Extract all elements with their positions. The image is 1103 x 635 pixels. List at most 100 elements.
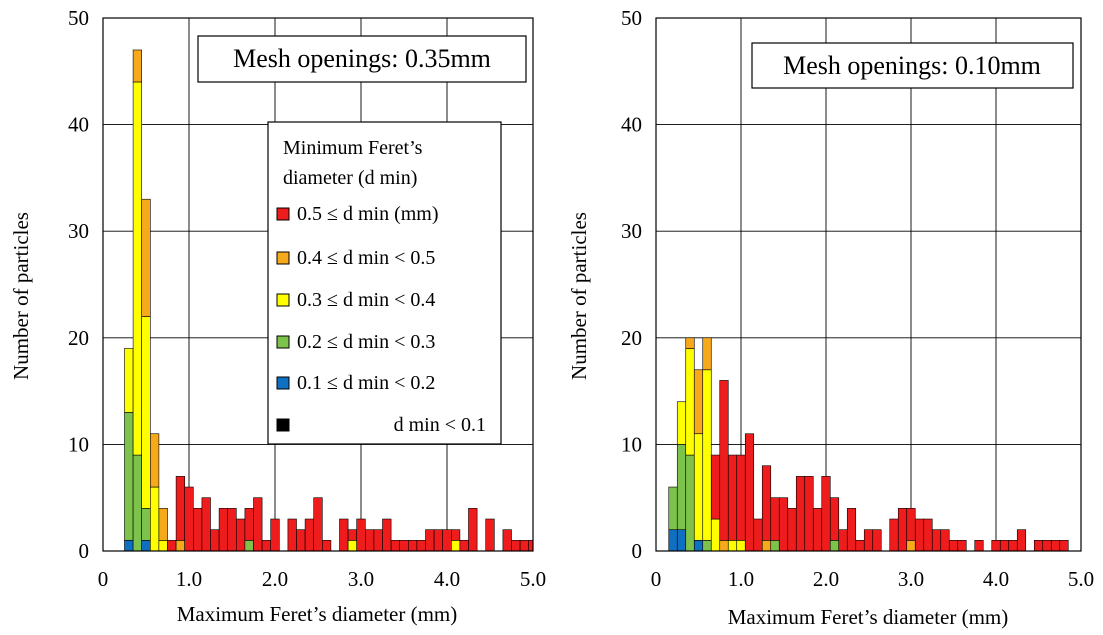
bar-segment [141, 540, 151, 552]
bar-segment [974, 540, 984, 552]
bar-segment [433, 529, 444, 552]
x-tick-label: 3.0 [898, 567, 924, 591]
bar-segment [999, 540, 1010, 552]
legend-label-d-03-04: 0.3 ≤ d min < 0.4 [297, 289, 435, 311]
x-tick-label: 2.0 [813, 567, 839, 591]
y-tick-label: 40 [68, 113, 89, 137]
bar-segment [141, 198, 151, 317]
bar-segment [158, 508, 168, 541]
bar-segment [373, 529, 383, 552]
bar-segment [897, 508, 908, 552]
bar-segment [201, 497, 211, 552]
bar-segment [141, 508, 151, 541]
bar-segment [321, 540, 332, 552]
legend-swatch-d-03-04 [276, 293, 290, 307]
bar-segment [761, 540, 772, 552]
bar-segment [693, 433, 704, 541]
legend-label-d-01-02: 0.1 ≤ d min < 0.2 [297, 372, 435, 394]
bar-segment [736, 540, 746, 552]
bar-segment [184, 486, 194, 552]
bar-segment [450, 540, 461, 552]
bar-segment [778, 497, 789, 552]
y-axis-label-left: Number of particles [9, 212, 33, 380]
bar-segment [124, 348, 134, 413]
x-tick-label: 4.0 [983, 567, 1009, 591]
bar-segment [132, 49, 143, 83]
bar-segment [727, 454, 738, 541]
bars-right [668, 337, 1069, 552]
bar-segment [863, 529, 874, 552]
bar-segment [485, 518, 495, 552]
bar-segment [957, 540, 967, 552]
bar-segment [416, 540, 426, 552]
bar-segment [1033, 540, 1044, 552]
bar-segment [124, 540, 134, 552]
x-ticks-left: 0 1.0 2.0 3.0 4.0 5.0 [98, 567, 546, 591]
bar-segment [855, 540, 865, 552]
annotation-box-left: Mesh openings: 0.35mm [197, 35, 527, 83]
bar-segment [719, 380, 729, 541]
bar-segment [218, 508, 229, 552]
y-ticks-right: 0 10 20 30 40 50 [621, 6, 642, 563]
bar-segment [736, 454, 746, 541]
bar-segment [906, 508, 916, 541]
bar-segment [390, 540, 401, 552]
bar-segment [1059, 540, 1069, 552]
bar-segment [770, 540, 780, 552]
legend-title-line1: Minimum Feret’s [283, 137, 423, 159]
bar-segment [356, 518, 366, 552]
bar-segment [296, 529, 306, 552]
x-tick-label: 1.0 [176, 567, 202, 591]
bar-segment [710, 518, 721, 552]
annotation-right: Mesh openings: 0.10mm [783, 51, 1041, 80]
bar-segment [407, 540, 418, 552]
y-tick-label: 0 [632, 539, 643, 563]
bar-segment [132, 454, 143, 552]
bar-segment [236, 518, 246, 552]
bar-segment [270, 518, 280, 552]
legend-label-d-ge-05: 0.5 ≤ d min (mm) [297, 203, 439, 225]
bar-segment [676, 444, 687, 530]
bar-segment [719, 540, 729, 552]
bar-segment [364, 529, 375, 552]
bar-segment [846, 508, 857, 552]
bar-segment [838, 529, 848, 552]
bar-segment [132, 81, 143, 456]
bar-segment [727, 540, 738, 552]
bar-segment [702, 540, 712, 552]
legend-label-d-04-05: 0.4 ≤ d min < 0.5 [297, 247, 435, 269]
bar-segment [668, 529, 678, 552]
bar-segment [761, 465, 772, 541]
bar-segment [450, 529, 461, 541]
y-tick-label: 30 [68, 219, 89, 243]
bar-segment [923, 518, 933, 552]
bar-segment [931, 529, 942, 552]
plot-frame-left [102, 17, 534, 552]
bar-segment [702, 369, 712, 541]
bar-segment [347, 529, 358, 541]
bars-left [124, 49, 534, 552]
bar-segment [287, 518, 297, 552]
bar-segment [702, 337, 712, 371]
y-tick-label: 50 [68, 6, 89, 30]
bar-segment [175, 540, 186, 552]
bar-segment [210, 529, 220, 552]
bar-segment [442, 529, 452, 552]
x-axis-label-left: Maximum Feret’s diameter (mm) [177, 602, 458, 626]
bar-segment [812, 508, 823, 552]
x-ticks-right: 0 1.0 2.0 3.0 4.0 5.0 [651, 567, 1094, 591]
bar-segment [676, 529, 687, 552]
bar-segment [795, 476, 806, 552]
bar-segment [693, 540, 704, 552]
x-axis-label-right: Maximum Feret’s diameter (mm) [728, 605, 1009, 629]
bar-segment [339, 518, 349, 552]
annotation-box-right: Mesh openings: 0.10mm [751, 42, 1074, 89]
bar-segment [1042, 540, 1052, 552]
bar-segment [668, 486, 678, 530]
bar-segment [304, 518, 315, 552]
y-tick-label: 20 [621, 326, 642, 350]
bar-segment [253, 497, 263, 552]
y-tick-label: 10 [68, 432, 89, 456]
y-ticks-left: 0 10 20 30 40 50 [68, 6, 89, 563]
y-tick-label: 10 [621, 432, 642, 456]
